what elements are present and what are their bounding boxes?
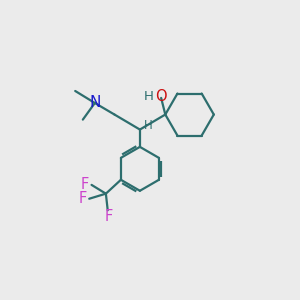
Text: O: O [155,89,167,104]
Text: H: H [144,90,154,103]
Text: F: F [81,177,89,192]
Text: N: N [89,95,100,110]
Text: H: H [144,119,153,132]
Text: F: F [79,191,87,206]
Text: F: F [105,209,113,224]
